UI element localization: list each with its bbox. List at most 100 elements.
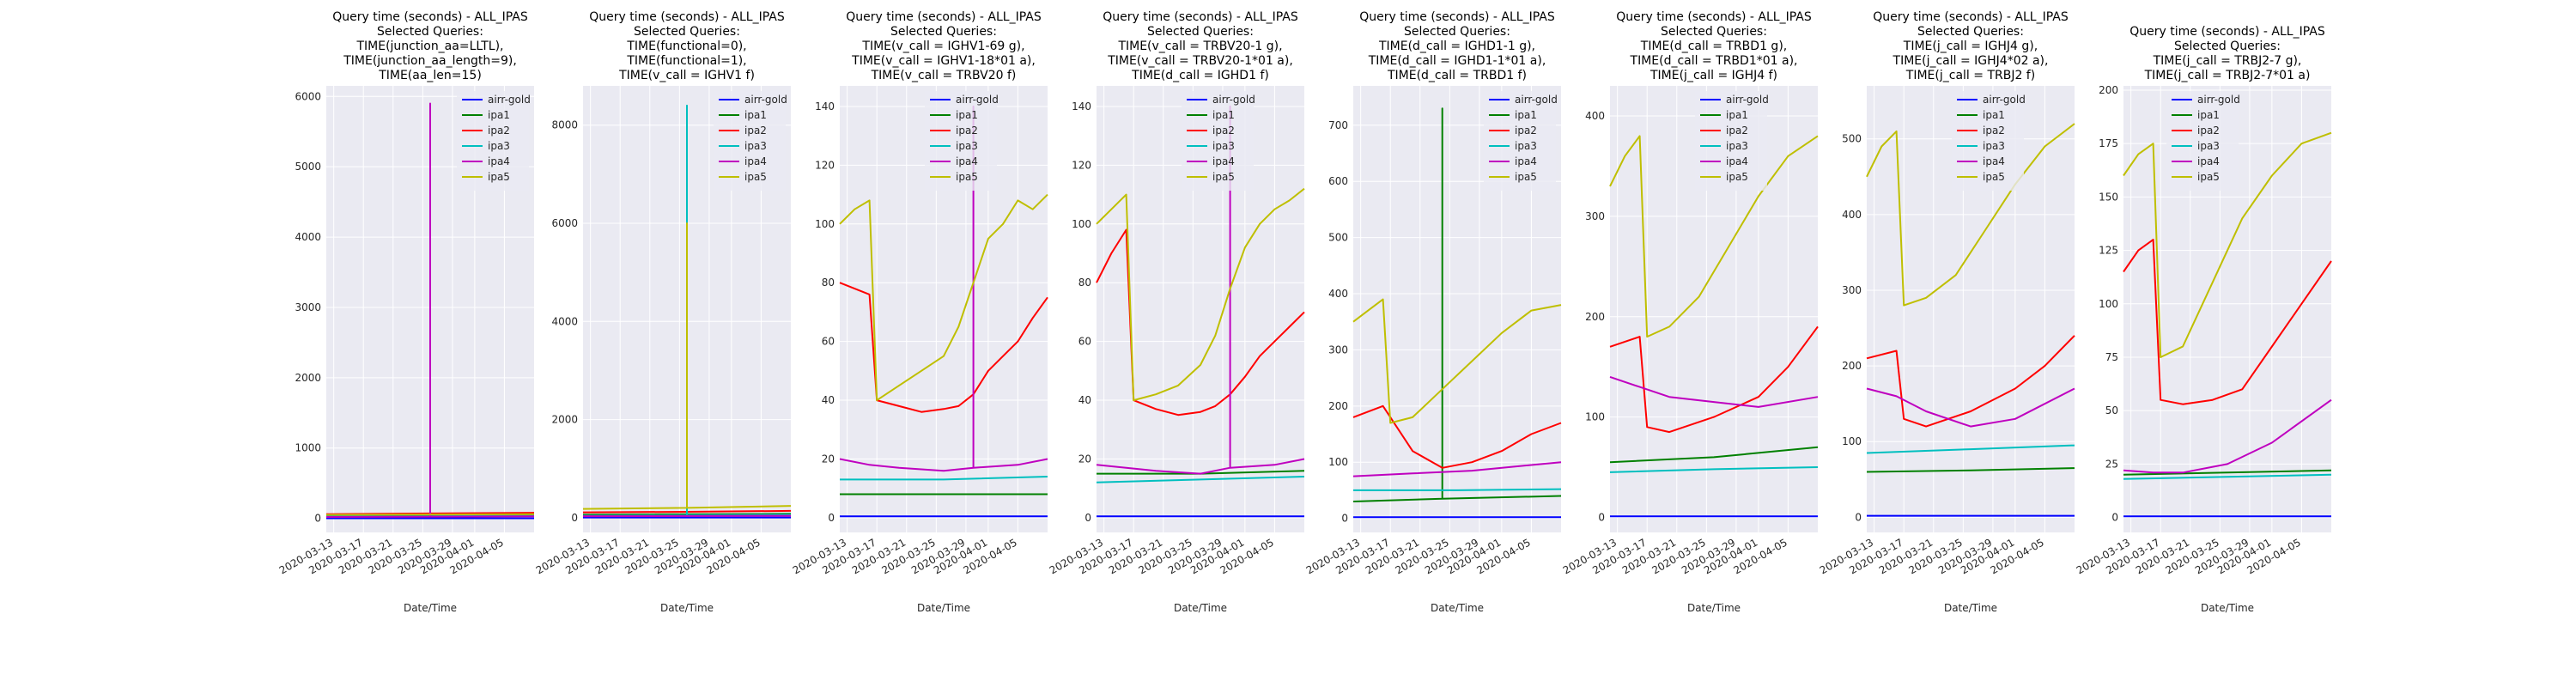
legend-label: airr-gold [488,94,531,106]
y-tick-label: 500 [1842,133,1862,145]
chart-title-line: TIME(j_call = IGHJ4 g), [1903,40,2038,53]
chart-title-line: Selected Queries: [890,25,997,39]
chart-title-line: TIME(d_call = IGHD1-1 g), [1378,40,1535,53]
legend-label: ipa1 [1212,109,1235,121]
legend-label: ipa4 [1726,155,1748,167]
legend-label: ipa1 [488,109,510,121]
x-axis-label: Date/Time [1431,602,1484,614]
y-tick-label: 6000 [295,90,321,102]
legend-label: ipa4 [488,155,510,167]
series-line-ipa1 [1866,467,2075,473]
chart-title-line: TIME(v_call = TRBV20 f) [871,69,1017,82]
legend-label: ipa2 [488,125,510,137]
series-line-ipa5 [582,222,792,510]
y-tick-label: 600 [1328,175,1348,187]
chart-panel: 0204060801001201402020-03-132020-03-1720… [1048,10,1305,614]
chart-title-line: TIME(d_call = TRBD1 f) [1387,69,1527,82]
legend-label: ipa5 [956,171,978,183]
legend-label: ipa3 [1212,140,1235,152]
y-tick-label: 40 [1078,394,1091,406]
chart-title-line: Selected Queries: [2174,40,2281,53]
series-line-ipa5 [325,513,535,516]
y-tick-label: 120 [1072,159,1091,171]
legend-label: ipa5 [744,171,767,183]
chart-title-line: Query time (seconds) - ALL_IPAS [332,10,528,24]
y-tick-label: 125 [2099,245,2118,257]
y-tick-label: 0 [1855,511,1862,523]
y-tick-label: 140 [1072,100,1091,112]
y-tick-label: 2000 [551,414,578,426]
legend: airr-gold ipa1 ipa2 ipa3 ipa4 ipa5 [714,91,787,191]
y-tick-label: 400 [1842,209,1862,221]
legend-label: ipa4 [1515,155,1537,167]
chart-title-line: TIME(j_call = TRBJ2-7 g), [2153,54,2302,68]
y-tick-label: 200 [1842,360,1862,372]
y-tick-label: 6000 [551,217,578,229]
legend: airr-gold ipa1 ipa2 ipa3 ipa4 ipa5 [457,91,531,191]
x-axis-label: Date/Time [1944,602,1997,614]
series-line-ipa3 [2123,473,2332,480]
series-line-ipa2 [1352,404,1562,469]
chart-title-line: TIME(aa_len=15) [378,69,482,82]
y-tick-label: 300 [1585,210,1605,222]
y-tick-label: 300 [1328,344,1348,356]
series-line-ipa4 [1096,105,1305,475]
chart-panel: 02550751001251501752002020-03-132020-03-… [2075,25,2332,614]
legend-label: ipa3 [2197,140,2220,152]
chart-panel: 01002003004002020-03-132020-03-172020-03… [1561,10,1819,614]
legend-box [1952,91,2024,191]
legend-label: ipa1 [744,109,767,121]
legend-label: ipa2 [956,125,978,137]
legend-label: ipa2 [744,125,767,137]
y-tick-label: 60 [822,336,835,348]
series-line-ipa1 [1609,446,1819,464]
y-tick-label: 4000 [295,231,321,243]
y-tick-label: 0 [828,512,835,524]
y-tick-label: 25 [2105,458,2118,470]
series-line-ipa2 [1096,228,1305,416]
chart-title-line: TIME(j_call = TRBJ2-7*01 a) [2144,69,2311,82]
y-tick-label: 0 [1341,513,1348,525]
y-tick-label: 150 [2099,191,2118,203]
chart-panel: 01002003004005006007002020-03-132020-03-… [1304,10,1562,614]
legend-label: ipa3 [488,140,510,152]
chart-title-line: TIME(junction_aa=LLTL), [355,40,503,53]
legend-label: ipa2 [1515,125,1537,137]
y-tick-label: 2000 [295,372,321,384]
chart-title-line: Query time (seconds) - ALL_IPAS [2129,25,2325,39]
y-tick-label: 5000 [295,161,321,173]
chart-title-line: TIME(d_call = IGHD1 f) [1131,69,1269,82]
y-tick-label: 3000 [295,301,321,313]
legend-label: ipa4 [744,155,767,167]
x-axis-label: Date/Time [917,602,970,614]
legend-label: ipa3 [744,140,767,152]
legend-label: ipa5 [1212,171,1235,183]
chart-title-line: Selected Queries: [1404,25,1510,39]
series-line-ipa2 [1609,325,1819,434]
chart-panel: 01000200030004000500060002020-03-132020-… [277,10,535,614]
x-axis-label: Date/Time [1687,602,1741,614]
y-tick-label: 500 [1328,232,1348,244]
y-tick-label: 40 [822,394,835,406]
legend-label: ipa5 [488,171,510,183]
series-line-ipa1 [2123,469,2332,476]
legend-label: ipa2 [2197,125,2220,137]
series-line-ipa3 [1866,444,2075,454]
legend-label: ipa4 [1983,155,2005,167]
legend-label: ipa5 [1983,171,2005,183]
series-line-ipa5 [1866,123,2075,307]
y-tick-label: 75 [2105,351,2118,363]
y-tick-label: 100 [1585,411,1605,423]
chart-title-line: TIME(d_call = IGHD1-1*01 a), [1368,54,1546,68]
chart-title-line: Selected Queries: [1917,25,2024,39]
x-axis-label: Date/Time [1174,602,1227,614]
y-tick-label: 0 [1598,511,1605,523]
chart-title-line: TIME(functional=1), [626,54,746,68]
y-tick-label: 0 [1084,512,1091,524]
y-tick-label: 0 [571,512,578,524]
y-tick-label: 8000 [551,119,578,131]
y-tick-label: 20 [1078,453,1091,465]
chart-title-line: TIME(functional=0), [626,40,746,53]
legend-label: ipa1 [2197,109,2220,121]
legend-label: ipa5 [1726,171,1748,183]
